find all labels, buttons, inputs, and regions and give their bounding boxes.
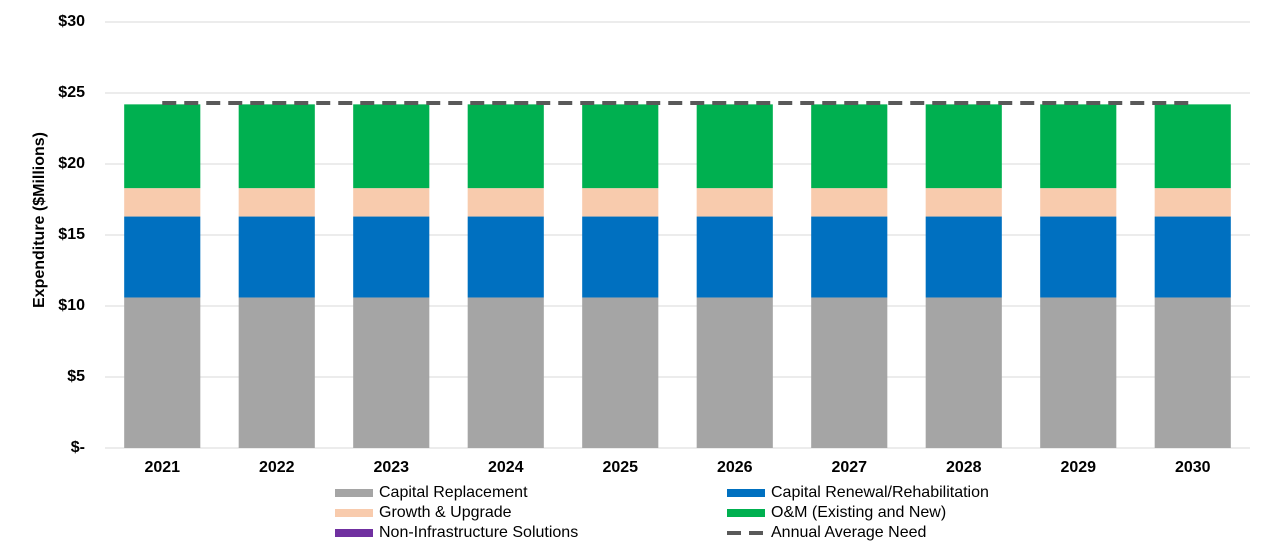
bar-segment [582, 188, 659, 217]
bar-segment [467, 188, 544, 217]
bar-segment [238, 216, 315, 298]
bar-segment [811, 188, 888, 217]
bar-segment [811, 297, 888, 448]
x-tick-label: 2021 [144, 459, 180, 476]
bar-segment [582, 104, 659, 189]
legend-marker [727, 509, 765, 517]
x-tick-label: 2030 [1175, 459, 1211, 476]
bar-segment [582, 216, 659, 298]
bar-segment [925, 297, 1002, 448]
y-tick-label: $20 [58, 155, 85, 172]
bar-segment [1154, 188, 1231, 217]
bar-segment [124, 104, 201, 189]
x-tick-label: 2029 [1060, 459, 1096, 476]
bar-segment [238, 104, 315, 189]
bar-segment [353, 104, 430, 189]
bar-segment [1154, 297, 1231, 448]
bar-segment [1040, 297, 1117, 448]
bar-segment [925, 188, 1002, 217]
bar-segment [1040, 104, 1117, 189]
bar-segment [124, 188, 201, 217]
y-tick-label: $30 [58, 13, 85, 30]
y-tick-label: $25 [58, 84, 85, 101]
legend-label: Capital Replacement [379, 484, 528, 501]
y-tick-label: $15 [58, 226, 85, 243]
legend-label: O&M (Existing and New) [771, 504, 946, 521]
legend-marker [727, 489, 765, 497]
bar-segment [238, 188, 315, 217]
bar-segment [1154, 216, 1231, 298]
x-tick-label: 2026 [717, 459, 753, 476]
bar-segment [696, 297, 773, 448]
legend-marker [335, 529, 373, 537]
x-tick-label: 2024 [488, 459, 524, 476]
bar-segment [124, 216, 201, 298]
bar-segment [811, 216, 888, 298]
bar-segment [696, 188, 773, 217]
bar-segment [696, 216, 773, 298]
bar-segment [353, 297, 430, 448]
legend-label: Capital Renewal/Rehabilitation [771, 484, 989, 501]
x-tick-label: 2023 [373, 459, 409, 476]
bar-segment [925, 104, 1002, 189]
x-tick-label: 2025 [602, 459, 638, 476]
bar-segment [467, 104, 544, 189]
bar-segment [925, 216, 1002, 298]
legend-marker [335, 509, 373, 517]
bar-segment [238, 297, 315, 448]
y-tick-label: $10 [58, 297, 85, 314]
bar-segment [811, 104, 888, 189]
bar-segment [1154, 104, 1231, 189]
bar-segment [467, 297, 544, 448]
bar-segment [582, 297, 659, 448]
x-tick-label: 2022 [259, 459, 295, 476]
bar-segment [696, 104, 773, 189]
bar-segment [353, 216, 430, 298]
legend-label: Growth & Upgrade [379, 504, 512, 521]
bar-segment [1040, 216, 1117, 298]
legend-label: Annual Average Need [771, 524, 926, 541]
x-tick-label: 2028 [946, 459, 982, 476]
legend-marker [335, 489, 373, 497]
bar-segment [1040, 188, 1117, 217]
bar-segment [467, 216, 544, 298]
bar-segment [124, 297, 201, 448]
x-tick-label: 2027 [831, 459, 867, 476]
y-tick-label: $- [71, 439, 85, 456]
y-tick-label: $5 [67, 368, 85, 385]
legend-label: Non-Infrastructure Solutions [379, 524, 578, 541]
bar-segment [353, 188, 430, 217]
y-axis-label: Expenditure ($Millions) [31, 132, 48, 308]
